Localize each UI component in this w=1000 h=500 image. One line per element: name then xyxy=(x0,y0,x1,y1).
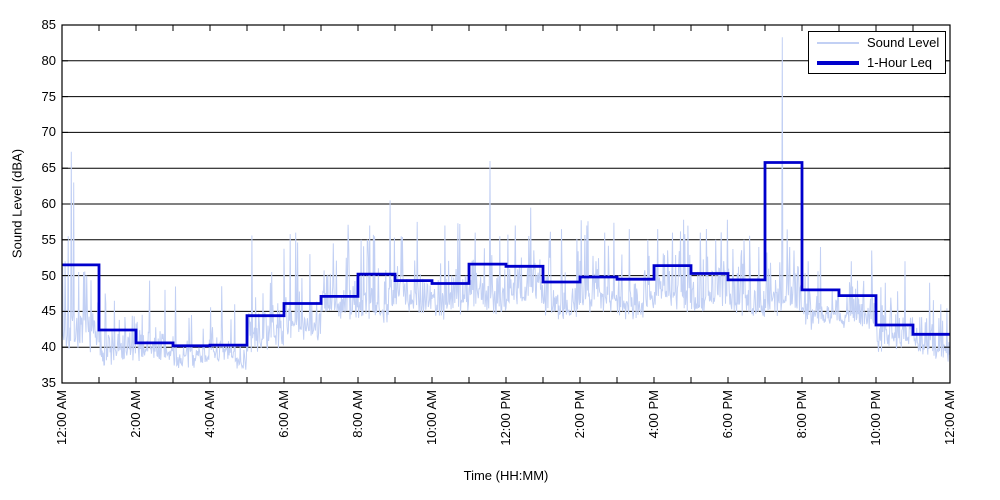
legend-label-leq: 1-Hour Leq xyxy=(867,55,933,70)
x-tick-label: 6:00 AM xyxy=(276,390,291,438)
x-tick-label: 12:00 AM xyxy=(942,390,957,445)
y-tick-label: 55 xyxy=(41,231,56,247)
x-tick-label: 12:00 AM xyxy=(54,390,69,445)
leq-line-swatch xyxy=(817,60,859,65)
x-tick-label: 10:00 AM xyxy=(424,390,439,445)
x-tick-label: 4:00 PM xyxy=(646,390,661,439)
x-tick-label: 10:00 PM xyxy=(868,390,883,446)
x-axis-title: Time (HH:MM) xyxy=(463,468,549,483)
y-tick-label: 80 xyxy=(41,52,56,68)
x-tick-label: 2:00 AM xyxy=(128,390,143,438)
y-tick-label: 60 xyxy=(41,196,56,211)
legend: Sound Level 1-Hour Leq xyxy=(808,31,946,74)
y-tick-label: 85 xyxy=(41,17,56,32)
y-tick-label: 70 xyxy=(41,124,56,140)
x-tick-label: 6:00 PM xyxy=(720,390,735,439)
x-tick-label: 12:00 PM xyxy=(498,390,513,446)
legend-label-sound-level: Sound Level xyxy=(867,35,940,50)
legend-item-leq: 1-Hour Leq xyxy=(809,54,945,72)
x-tick-label: 2:00 PM xyxy=(572,390,587,439)
y-tick-label: 35 xyxy=(41,375,56,390)
legend-item-sound-level: Sound Level xyxy=(809,34,945,52)
x-tick-label: 4:00 AM xyxy=(202,390,217,438)
y-tick-label: 45 xyxy=(41,303,56,319)
sound-level-series-path xyxy=(61,37,950,370)
y-tick-label: 75 xyxy=(41,88,56,104)
leq-series-path xyxy=(62,161,950,348)
x-tick-label: 8:00 PM xyxy=(794,390,809,439)
sound-level-line-swatch xyxy=(817,41,859,44)
grid-lines xyxy=(62,60,950,348)
y-tick-label: 65 xyxy=(41,160,56,176)
x-tick-label: 8:00 AM xyxy=(350,390,365,438)
y-tick-label: 50 xyxy=(41,267,56,283)
y-tick-label: 40 xyxy=(41,339,56,355)
tick-marks xyxy=(62,25,950,383)
